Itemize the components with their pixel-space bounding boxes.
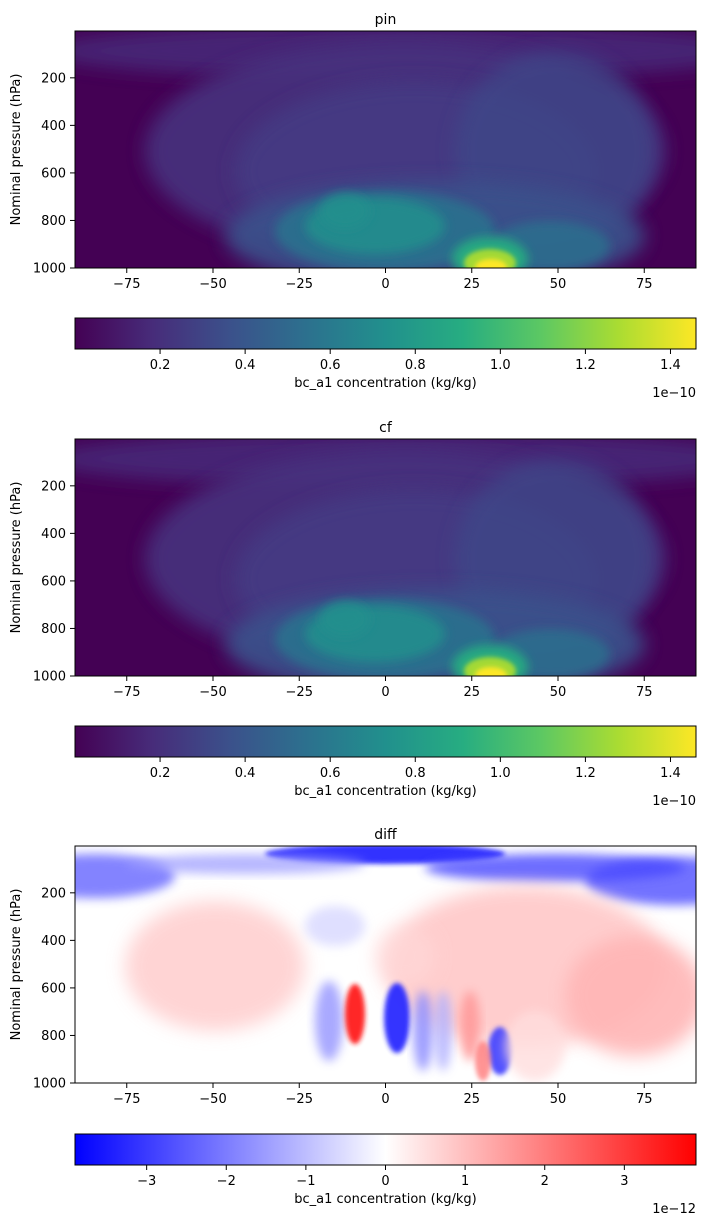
x-tick-label: −50 [199, 685, 226, 700]
heatmap-field [15, 844, 704, 1083]
colorbar-tick-label: −2 [217, 1174, 236, 1189]
panel-diff: diff −75 −50 −25 0 25 50 75 200 400 600 800 1000 Nomi… [9, 827, 704, 1217]
x-tick-label: 50 [550, 1092, 567, 1107]
colorbar-frame [74, 725, 697, 758]
colorbar-tick-label: 0.2 [150, 766, 171, 781]
y-tick-label: 600 [41, 574, 66, 589]
colorbar-tick-label: 0.8 [405, 358, 426, 373]
colorbar-tick-label: 0.4 [235, 358, 256, 373]
colorbar-tick-label: 1.2 [575, 766, 596, 781]
colorbar-tick-label: 1 [461, 1174, 469, 1189]
colorbar-label: bc_a1 concentration (kg/kg) [294, 784, 477, 799]
colorbar-tick-label: 0 [381, 1174, 389, 1189]
x-tick-label: 0 [381, 1092, 389, 1107]
colorbar-tick-label: 0.4 [235, 766, 256, 781]
y-tick-label: 600 [41, 166, 66, 181]
x-tick-label: 0 [381, 685, 389, 700]
colorbar-tick-label: 0.2 [150, 358, 171, 373]
y-axis-label: Nominal pressure (hPa) [9, 482, 24, 634]
x-tick-label: −75 [113, 277, 140, 292]
x-tick-label: −25 [286, 1092, 313, 1107]
x-tick-label: 25 [463, 685, 480, 700]
y-tick-label: 600 [41, 981, 66, 996]
x-tick-label: −50 [199, 277, 226, 292]
panel-pin: pin −75 −50 −25 0 25 50 75 200 400 600 800 1000 Nomin… [9, 12, 704, 401]
x-tick-label: 75 [636, 1092, 653, 1107]
y-tick-label: 400 [41, 527, 66, 542]
x-tick-label: −75 [113, 685, 140, 700]
chart-title: diff [374, 827, 397, 843]
y-tick-label: 800 [41, 214, 66, 229]
x-tick-label: 75 [636, 685, 653, 700]
y-tick-label: 200 [41, 71, 66, 86]
colorbar-tick-label: 0.6 [320, 358, 341, 373]
colorbar-tick-label: 2 [541, 1174, 549, 1189]
y-tick-label: 400 [41, 934, 66, 949]
colorbar-tick-label: 1.4 [660, 766, 681, 781]
y-tick-label: 200 [41, 886, 66, 901]
chart-title: cf [379, 420, 393, 436]
x-tick-label: 0 [381, 277, 389, 292]
x-tick-label: 75 [636, 277, 653, 292]
panel-cf: cf −75 −50 −25 0 25 50 75 200 400 600 800 1000 Nomina… [9, 420, 704, 809]
x-tick-label: 50 [550, 685, 567, 700]
colorbar [75, 318, 696, 349]
x-tick-label: −25 [286, 277, 313, 292]
y-tick-label: 1000 [33, 262, 66, 277]
colorbar-label: bc_a1 concentration (kg/kg) [294, 376, 477, 391]
y-tick-label: 1000 [33, 670, 66, 685]
colorbar-tick-label: −3 [137, 1174, 156, 1189]
chart-title: pin [375, 12, 397, 28]
colorbar-tick-label: 3 [620, 1174, 628, 1189]
y-tick-label: 400 [41, 119, 66, 134]
colorbar [75, 1134, 696, 1165]
colorbar-offset: 1e−10 [652, 386, 696, 401]
x-tick-label: 25 [463, 277, 480, 292]
x-tick-label: −75 [113, 1092, 140, 1107]
x-tick-label: −50 [199, 1092, 226, 1107]
colorbar-offset: 1e−10 [652, 794, 696, 809]
y-tick-label: 800 [41, 1029, 66, 1044]
colorbar [75, 726, 696, 757]
colorbar-tick-label: −1 [296, 1174, 315, 1189]
colorbar-tick-label: 0.8 [405, 766, 426, 781]
y-tick-label: 1000 [33, 1077, 66, 1092]
colorbar-tick-label: 1.0 [490, 358, 511, 373]
x-tick-label: 25 [463, 1092, 480, 1107]
colorbar-tick-label: 1.0 [490, 766, 511, 781]
colorbar-tick-label: 1.2 [575, 358, 596, 373]
y-axis-label: Nominal pressure (hPa) [9, 889, 24, 1041]
x-tick-label: −25 [286, 685, 313, 700]
heatmap-field [45, 23, 704, 291]
colorbar-label: bc_a1 concentration (kg/kg) [294, 1192, 477, 1207]
y-tick-label: 200 [41, 479, 66, 494]
colorbar-tick-label: 1.4 [660, 358, 681, 373]
colorbar-frame [74, 317, 697, 350]
y-axis-label: Nominal pressure (hPa) [9, 74, 24, 226]
heatmap-field [45, 431, 704, 699]
x-tick-label: 50 [550, 277, 567, 292]
colorbar-offset: 1e−12 [652, 1202, 696, 1217]
colorbar-tick-label: 0.6 [320, 766, 341, 781]
y-tick-label: 800 [41, 622, 66, 637]
